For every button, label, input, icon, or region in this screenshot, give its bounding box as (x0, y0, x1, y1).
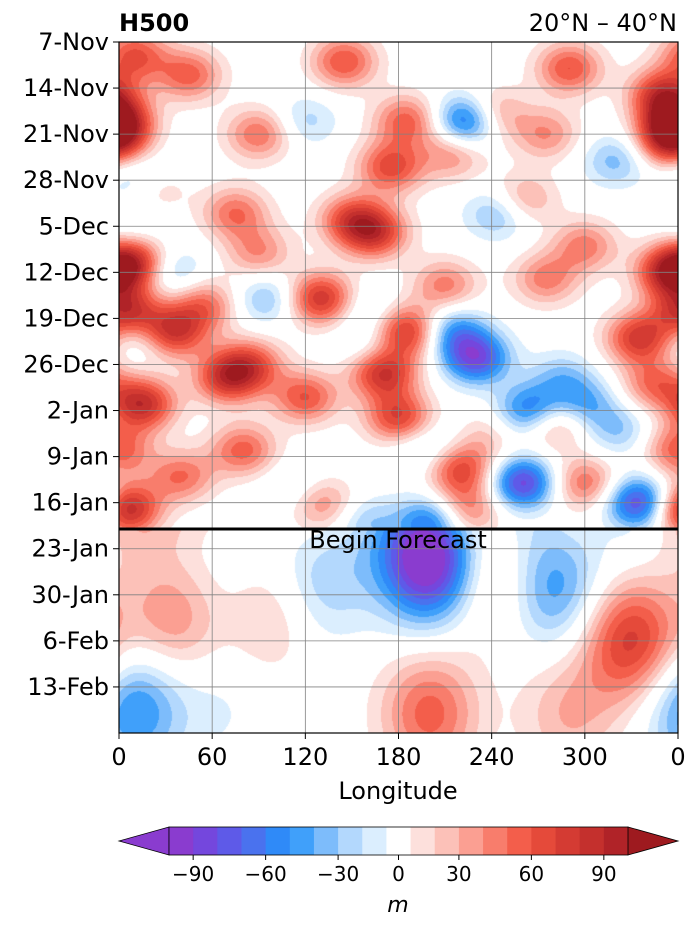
colorbar-swatch (193, 827, 218, 855)
colorbar-tick-label: −90 (172, 862, 214, 886)
x-axis-ticks: 0 60 120 180 240 300 0 (111, 733, 686, 771)
y-tick-label: 14-Nov (23, 74, 109, 102)
colorbar: −90 −60 −30 0 30 60 90 (117, 826, 680, 886)
y-tick-label: 30-Jan (31, 581, 109, 609)
colorbar-swatch (531, 827, 556, 855)
colorbar-swatch (338, 827, 363, 855)
colorbar-swatch (169, 827, 194, 855)
grid-lines (119, 41, 678, 733)
x-tick-label: 240 (469, 743, 515, 771)
y-tick-label: 23-Jan (31, 535, 109, 563)
colorbar-swatch (313, 827, 339, 855)
colorbar-swatch (289, 827, 315, 855)
colorbar-swatch (362, 827, 387, 855)
y-tick-label: 28-Nov (23, 166, 109, 194)
colorbar-swatch (434, 827, 460, 855)
x-tick-label: 0 (670, 743, 685, 771)
x-tick-label: 120 (282, 743, 328, 771)
colorbar-swatch (386, 827, 411, 855)
chart-title: H500 (119, 9, 189, 37)
y-axis-ticks: 7-Nov 14-Nov 21-Nov 28-Nov 5-Dec 12-Dec 19-Dec… (23, 28, 119, 701)
colorbar-tick-label: 60 (519, 862, 544, 886)
y-tick-label: 12-Dec (23, 258, 109, 286)
y-tick-label: 7-Nov (38, 28, 109, 56)
colorbar-tick-label: 90 (591, 862, 616, 886)
colorbar-swatch (458, 827, 484, 855)
begin-forecast-label: Begin Forecast (309, 526, 487, 554)
y-tick-label: 2-Jan (47, 397, 109, 425)
colorbar-swatch (410, 827, 436, 855)
colorbar-swatch (241, 827, 267, 855)
x-tick-label: 180 (376, 743, 422, 771)
chart-subtitle: 20°N – 40°N (529, 9, 677, 37)
y-tick-label: 19-Dec (23, 304, 109, 332)
x-tick-label: 60 (197, 743, 228, 771)
colorbar-over-extend (627, 826, 680, 856)
colorbar-under-extend (117, 826, 170, 856)
x-tick-label: 300 (562, 743, 608, 771)
y-tick-label: 21-Nov (23, 120, 109, 148)
colorbar-label: m (387, 893, 408, 918)
y-tick-label: 16-Jan (31, 489, 109, 517)
colorbar-swatch (603, 827, 629, 855)
y-tick-label: 13-Feb (27, 673, 109, 701)
y-tick-label: 26-Dec (23, 350, 109, 378)
colorbar-swatch (217, 827, 242, 855)
colorbar-swatch (265, 827, 291, 855)
x-axis-label: Longitude (338, 777, 457, 805)
colorbar-tick-label: −60 (245, 862, 287, 886)
y-tick-label: 9-Jan (47, 443, 109, 471)
colorbar-swatch (507, 827, 532, 855)
colorbar-swatch (579, 827, 605, 855)
y-tick-label: 6-Feb (43, 627, 109, 655)
colorbar-swatch (555, 827, 581, 855)
colorbar-swatch (483, 827, 508, 855)
colorbar-tick-label: 30 (446, 862, 471, 886)
y-tick-label: 5-Dec (39, 212, 109, 240)
x-tick-label: 0 (111, 743, 126, 771)
colorbar-tick-label: −30 (317, 862, 359, 886)
colorbar-tick-label: 0 (392, 862, 405, 886)
